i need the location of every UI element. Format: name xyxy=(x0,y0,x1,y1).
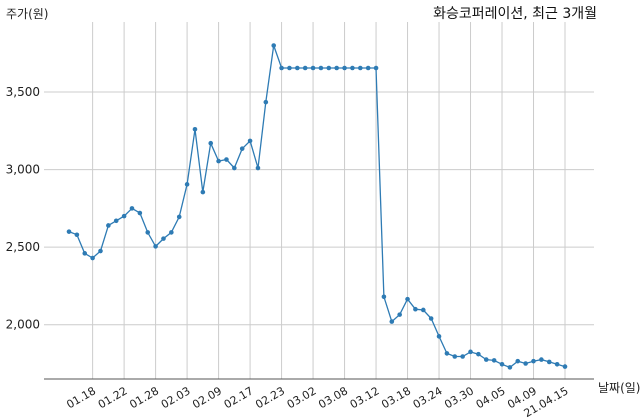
price-series xyxy=(66,43,568,370)
price-point xyxy=(66,229,72,234)
price-point xyxy=(224,157,229,162)
price-point xyxy=(145,230,151,235)
price-point xyxy=(350,65,355,71)
price-point xyxy=(452,354,458,359)
price-point xyxy=(499,361,505,367)
price-point xyxy=(562,364,568,369)
price-point xyxy=(287,65,292,71)
price-point xyxy=(113,218,119,224)
price-point xyxy=(271,43,276,48)
price-point xyxy=(232,165,237,171)
price-point xyxy=(460,354,465,359)
price-point xyxy=(523,361,528,366)
price-point xyxy=(491,358,497,363)
price-point xyxy=(531,358,536,364)
price-point xyxy=(90,255,95,261)
price-point xyxy=(200,189,206,195)
price-point xyxy=(192,126,198,132)
x-tick-label: 01.22 xyxy=(96,384,130,411)
y-axis-label: 주가(원) xyxy=(6,7,48,21)
price-point xyxy=(436,334,442,339)
price-point xyxy=(413,306,418,312)
x-tick-label: 03.30 xyxy=(442,384,476,411)
x-tick-label: 02.03 xyxy=(159,384,193,411)
price-point xyxy=(428,316,434,321)
price-point xyxy=(334,65,339,71)
x-tick-label: 03.08 xyxy=(316,384,350,411)
price-point xyxy=(405,296,410,302)
price-point xyxy=(483,357,489,362)
x-tick-label: 04.05 xyxy=(474,384,508,411)
price-point xyxy=(137,210,143,216)
y-tick-label: 3,000 xyxy=(6,163,40,177)
price-point xyxy=(318,65,324,71)
chart-title: 화승코퍼레이션, 최근 3개월 xyxy=(433,6,597,22)
price-point xyxy=(444,351,450,356)
price-point xyxy=(208,140,214,146)
x-tick-label: 01.28 xyxy=(127,384,161,411)
price-point xyxy=(302,65,308,71)
grid xyxy=(44,22,594,379)
x-tick-label: 03.02 xyxy=(285,384,319,411)
price-point xyxy=(389,319,395,324)
price-point xyxy=(247,138,253,144)
price-point xyxy=(326,65,332,71)
price-point xyxy=(365,65,371,71)
price-point xyxy=(176,214,182,220)
price-point xyxy=(279,65,284,71)
price-point xyxy=(515,358,521,364)
y-tick-label: 3,500 xyxy=(6,85,40,99)
price-point xyxy=(216,158,221,164)
tick-labels: 2,000 2,500 3,000 3,500 01.1801.2201.2802.03… xyxy=(6,85,571,419)
x-tick-label: 03.12 xyxy=(348,384,382,411)
price-point xyxy=(468,349,473,355)
x-axis-label: 날짜(일) xyxy=(598,381,640,395)
price-point xyxy=(169,230,174,235)
price-point xyxy=(397,312,402,317)
price-point xyxy=(129,206,135,211)
price-point xyxy=(546,359,552,365)
x-tick-label: 02.17 xyxy=(222,384,256,411)
price-point xyxy=(381,294,387,300)
price-point xyxy=(239,146,245,151)
y-tick-label: 2,000 xyxy=(6,318,40,332)
price-point xyxy=(373,65,379,71)
x-tick-label: 03.18 xyxy=(379,384,413,411)
x-tick-label: 02.23 xyxy=(253,384,287,411)
x-tick-label: 02.09 xyxy=(190,384,224,411)
price-point xyxy=(295,65,300,71)
price-point xyxy=(358,65,363,71)
price-point xyxy=(263,99,269,105)
price-point xyxy=(255,165,261,171)
y-tick-label: 2,500 xyxy=(6,240,40,254)
price-point xyxy=(74,232,80,238)
price-point xyxy=(476,351,481,357)
price-point xyxy=(554,361,560,367)
price-point xyxy=(310,65,316,71)
price-point xyxy=(161,236,166,241)
price-point xyxy=(98,248,103,254)
price-point xyxy=(342,65,347,71)
price-point xyxy=(539,357,544,362)
x-tick-label: 03.24 xyxy=(411,384,445,411)
x-tick-label: 01.18 xyxy=(64,384,98,411)
price-line xyxy=(68,45,566,369)
price-point xyxy=(420,307,426,313)
price-point xyxy=(82,251,88,256)
price-point xyxy=(184,182,190,187)
price-point xyxy=(507,365,513,370)
price-point xyxy=(121,213,127,219)
price-point xyxy=(106,223,111,228)
price-point xyxy=(153,244,158,249)
